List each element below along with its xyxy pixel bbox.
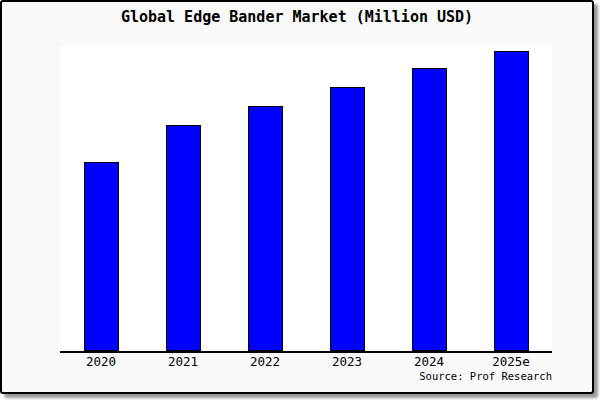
bar-2023 <box>330 87 365 351</box>
bar-2020 <box>84 162 119 351</box>
x-tick-label-2024: 2024 <box>414 354 444 369</box>
x-tick-label-2022: 2022 <box>250 354 280 369</box>
chart-card: Global Edge Bander Market (Million USD) … <box>0 0 594 394</box>
chart-image: Global Edge Bander Market (Million USD) … <box>0 0 600 400</box>
plot-area <box>60 46 552 353</box>
x-tick-label-2023: 2023 <box>332 354 362 369</box>
bar-2021 <box>166 125 201 351</box>
bar-2025e <box>494 51 529 351</box>
x-tick-label-2025e: 2025e <box>492 354 530 369</box>
bar-2024 <box>412 68 447 351</box>
x-tick-label-2020: 2020 <box>86 354 116 369</box>
x-tick-label-2021: 2021 <box>168 354 198 369</box>
chart-title: Global Edge Bander Market (Million USD) <box>2 8 592 26</box>
source-note: Source: Prof Research <box>419 370 552 382</box>
bar-2022 <box>248 106 283 351</box>
